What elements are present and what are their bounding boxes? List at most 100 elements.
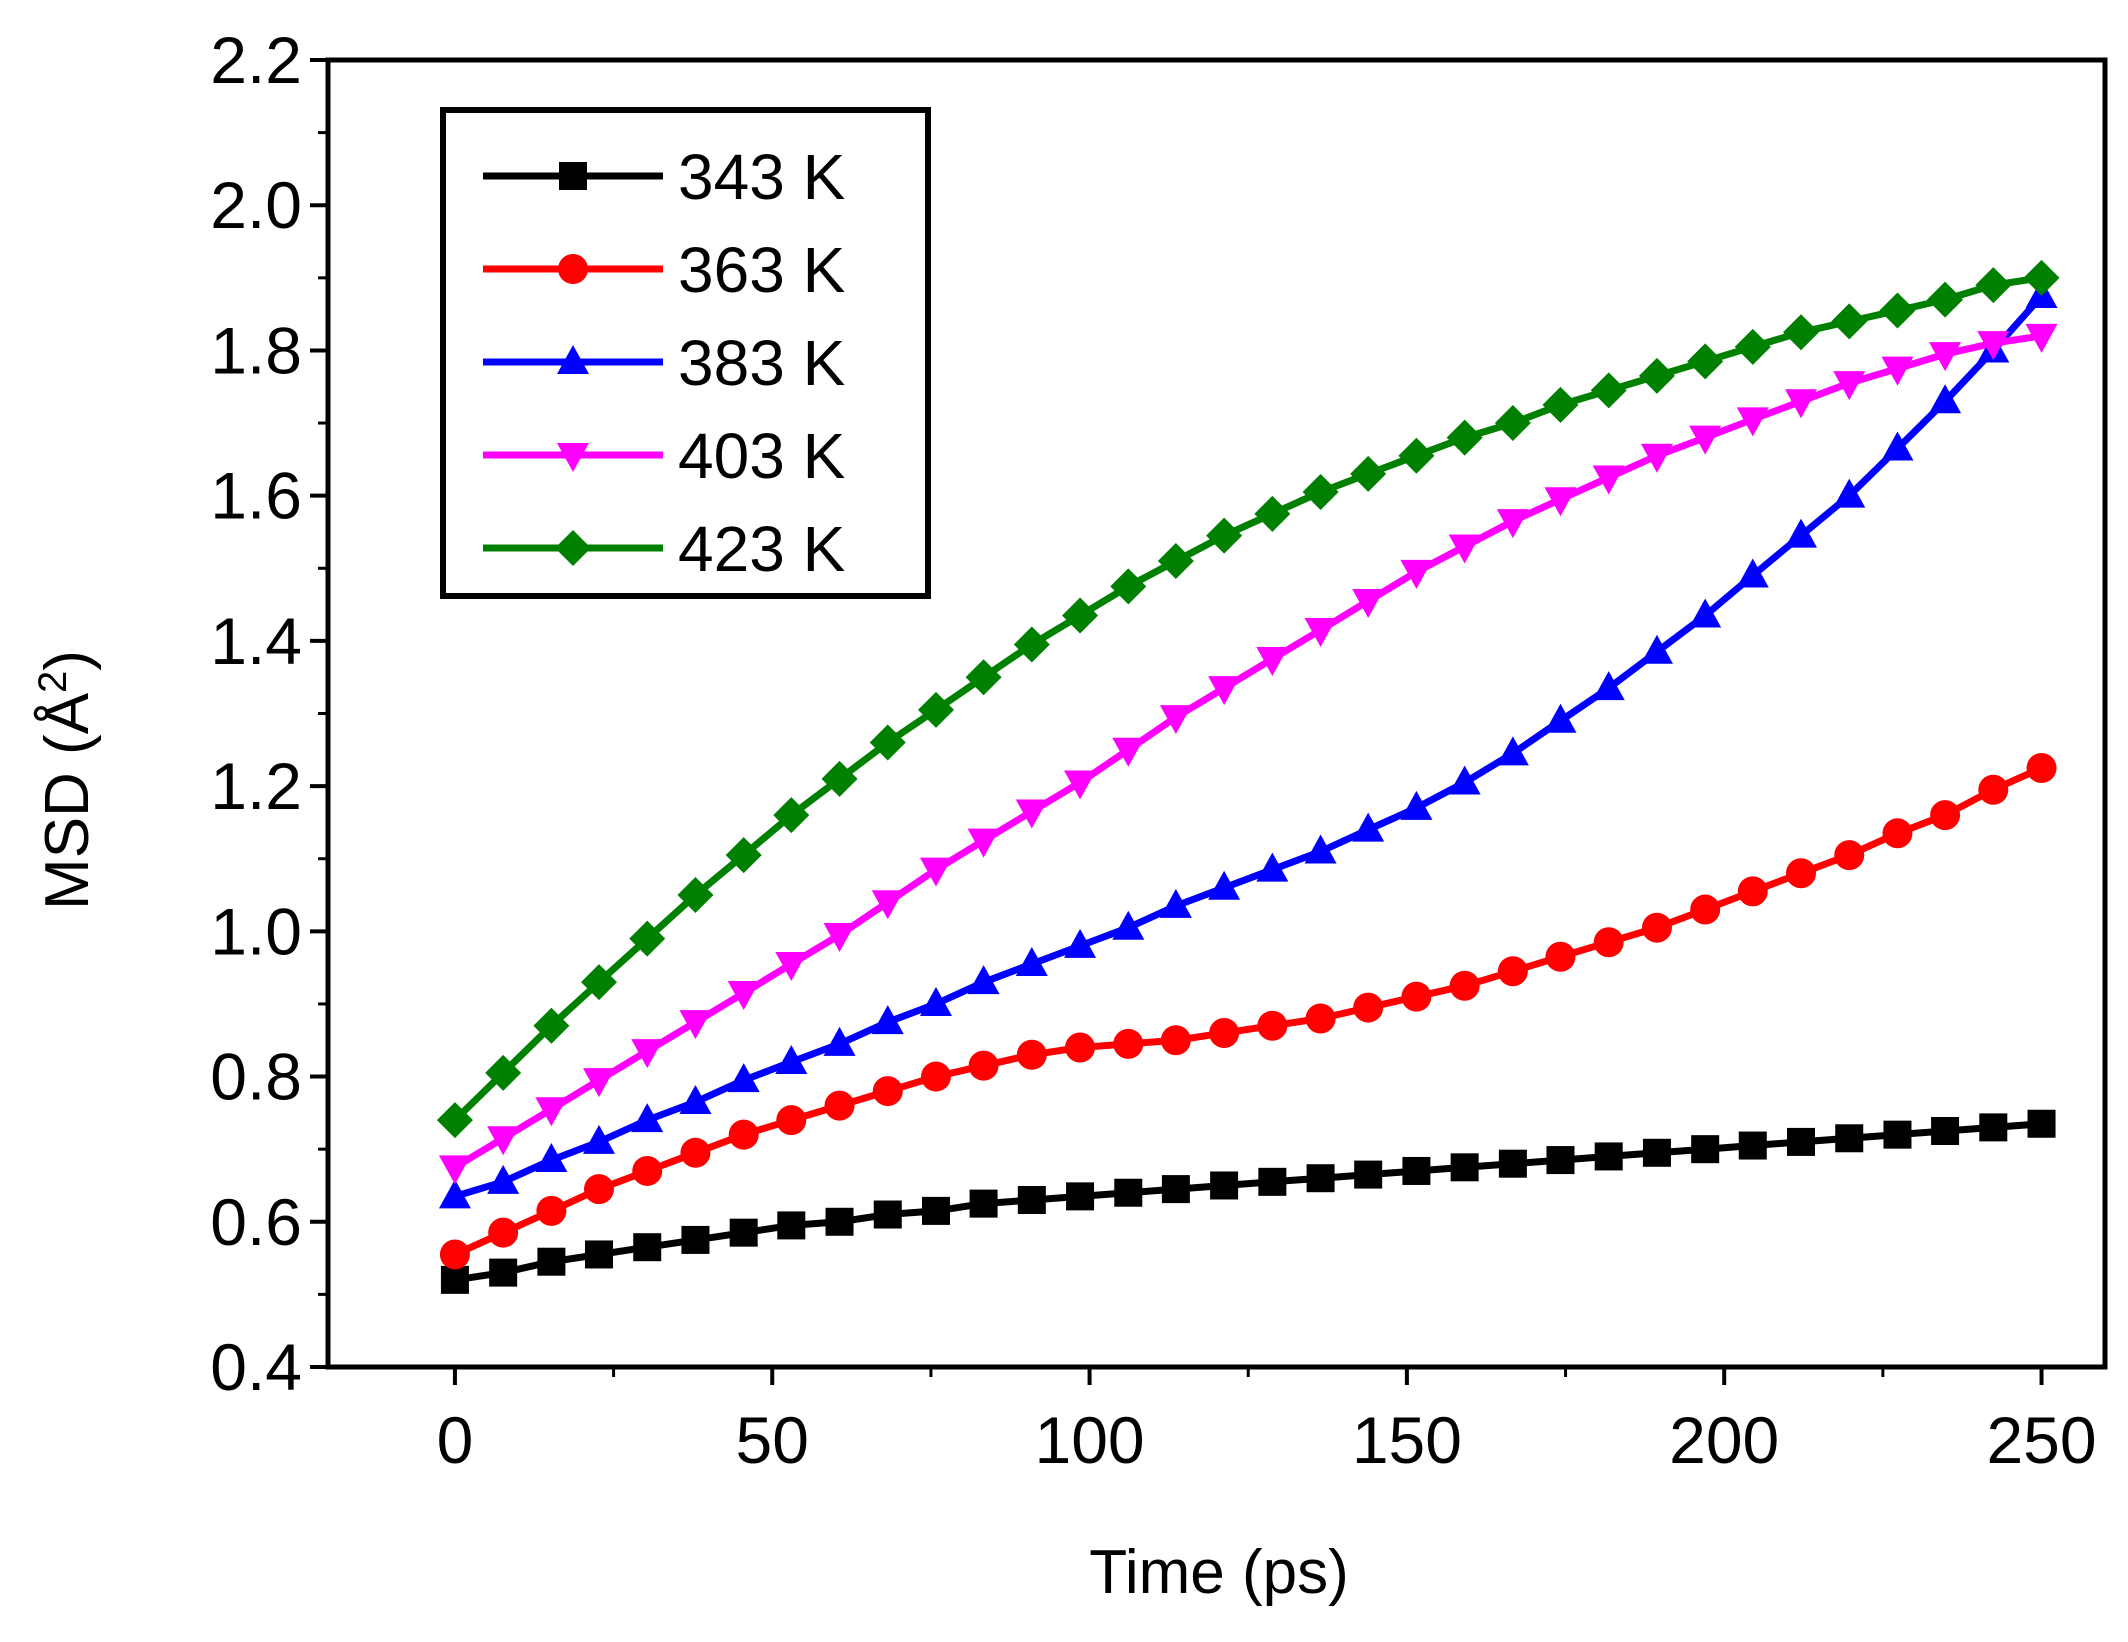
data-point-383-k: [1015, 947, 1048, 977]
data-point-363-k: [1786, 858, 1817, 889]
data-point-343-k: [1738, 1131, 1767, 1160]
data-point-343-k: [1114, 1178, 1143, 1207]
data-point-423-k: [1831, 303, 1868, 340]
data-point-383-k: [1689, 598, 1722, 628]
data-point-423-k: [1206, 517, 1243, 554]
data-point-403-k: [1352, 588, 1385, 618]
data-point-343-k: [1835, 1124, 1864, 1153]
data-point-363-k: [872, 1076, 903, 1107]
axes: 0.4 0.6 0.8 1.0 1.2 1.4 1.6 1.8 2.0 2.2 0 50 100 150 2…: [210, 23, 2096, 1477]
data-point-363-k: [1449, 970, 1480, 1001]
data-point-383-k: [871, 1005, 904, 1035]
legend-label-343-k: 343 K: [678, 141, 845, 213]
data-point-423-k: [1590, 372, 1627, 409]
y-tick-label: 1.8: [210, 313, 302, 387]
data-point-403-k: [871, 890, 904, 920]
data-point-363-k: [1209, 1017, 1240, 1048]
data-point-383-k: [582, 1124, 615, 1154]
y-axis-title-superscript: 2: [31, 671, 75, 693]
data-point-423-k: [533, 1007, 570, 1044]
x-tick-label: 0: [437, 1403, 474, 1477]
data-point-403-k: [1929, 342, 1962, 372]
x-tick-label: 150: [1352, 1403, 1462, 1477]
data-point-343-k: [1594, 1142, 1623, 1171]
y-axis-title-main: MSD (Å: [33, 692, 102, 910]
data-point-403-k: [823, 922, 856, 952]
data-point-383-k: [1592, 671, 1625, 701]
series-423-k: [436, 259, 2060, 1139]
data-point-383-k: [1159, 888, 1192, 918]
data-point-423-k: [1927, 281, 1964, 318]
data-point-383-k: [438, 1179, 471, 1209]
data-point-383-k: [631, 1103, 664, 1133]
data-point-403-k: [1159, 705, 1192, 735]
data-point-403-k: [631, 1039, 664, 1069]
series-layer: [436, 259, 2060, 1294]
y-axis-title: MSD (Å2): [31, 650, 102, 910]
data-point-423-k: [1879, 292, 1916, 329]
data-point-363-k: [1353, 992, 1384, 1023]
data-point-383-k: [1544, 703, 1577, 733]
data-point-383-k: [1208, 870, 1241, 900]
data-point-363-k: [2026, 752, 2057, 783]
data-point-403-k: [919, 857, 952, 887]
y-tick-label: 0.6: [210, 1185, 302, 1259]
data-point-423-k: [580, 964, 617, 1001]
data-point-363-k: [1930, 800, 1961, 831]
data-point-403-k: [679, 1010, 712, 1040]
data-point-403-k: [1448, 534, 1481, 564]
data-point-403-k: [967, 828, 1000, 858]
series-383-k: [438, 278, 2058, 1209]
data-point-343-k: [1979, 1113, 2008, 1142]
data-point-343-k: [1258, 1167, 1287, 1196]
data-point-403-k: [1304, 617, 1337, 647]
legend-label-403-k: 403 K: [678, 420, 845, 492]
data-point-403-k: [487, 1126, 520, 1156]
data-point-363-k: [1545, 941, 1576, 972]
data-point-383-k: [1640, 634, 1673, 664]
data-point-423-k: [1494, 405, 1531, 442]
data-point-363-k: [1016, 1039, 1047, 1070]
data-point-403-k: [1592, 465, 1625, 495]
data-point-383-k: [1785, 518, 1818, 548]
y-axis-title-close: ): [33, 650, 102, 671]
data-point-383-k: [1833, 478, 1866, 508]
legend-marker-363-k: [558, 254, 588, 284]
data-point-343-k: [1450, 1153, 1479, 1182]
data-point-403-k: [1015, 799, 1048, 829]
data-point-363-k: [488, 1217, 519, 1248]
data-point-423-k: [821, 760, 858, 797]
y-tick-label: 1.0: [210, 894, 302, 968]
y-tick-label: 1.6: [210, 459, 302, 533]
data-point-383-k: [919, 986, 952, 1016]
data-point-363-k: [776, 1105, 807, 1136]
data-point-423-k: [1638, 357, 1675, 394]
data-point-383-k: [823, 1026, 856, 1056]
data-point-383-k: [1352, 812, 1385, 842]
data-point-363-k: [1882, 818, 1913, 849]
data-point-403-k: [1544, 487, 1577, 517]
data-point-383-k: [1304, 834, 1337, 864]
x-axis-title: Time (ps): [1089, 1538, 1348, 1607]
data-point-403-k: [1400, 559, 1433, 589]
data-point-403-k: [1736, 407, 1769, 437]
data-point-423-k: [629, 920, 666, 957]
data-point-343-k: [1787, 1127, 1816, 1156]
data-point-363-k: [728, 1119, 759, 1150]
data-point-403-k: [1208, 676, 1241, 706]
data-point-423-k: [1446, 419, 1483, 456]
data-point-383-k: [679, 1084, 712, 1114]
data-point-423-k: [1734, 328, 1771, 365]
data-point-423-k: [1542, 386, 1579, 423]
data-point-383-k: [1929, 384, 1962, 414]
data-point-363-k: [1690, 894, 1721, 925]
data-point-383-k: [967, 965, 1000, 995]
data-point-363-k: [1160, 1025, 1191, 1056]
series-line-423-k: [452, 274, 2043, 1123]
legend: 343 K 363 K 383 K 403 K 423 K: [440, 107, 931, 599]
series-line-363-k: [453, 764, 2043, 1258]
data-point-423-k: [2023, 259, 2060, 296]
x-tick-label: 100: [1035, 1403, 1145, 1477]
data-point-363-k: [968, 1050, 999, 1081]
data-point-403-k: [1689, 425, 1722, 455]
